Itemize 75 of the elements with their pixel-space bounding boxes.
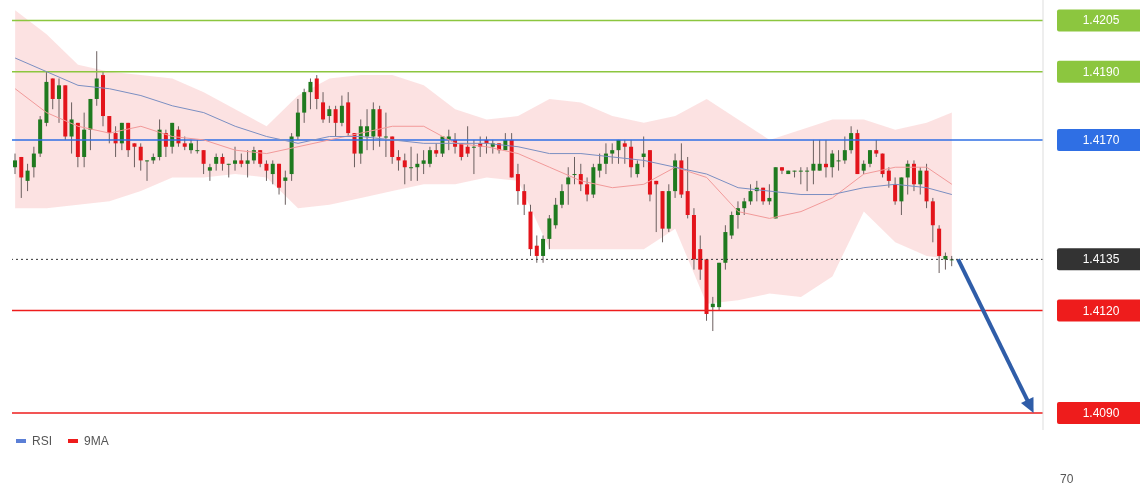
candlestick (559, 183, 564, 209)
candlestick (383, 112, 388, 158)
y-tick-label: 1.4190 (1082, 64, 1120, 79)
candlestick (566, 166, 571, 206)
candlestick (50, 77, 55, 110)
candlestick (547, 214, 552, 250)
candlestick (427, 146, 432, 168)
candlestick (610, 142, 615, 165)
candlestick (836, 149, 841, 172)
candlestick (515, 163, 520, 206)
candlestick (798, 166, 803, 185)
candlestick (522, 183, 527, 216)
candlestick (69, 101, 74, 155)
candlestick (629, 139, 634, 178)
y-tick-label: 1.4120 (1082, 303, 1120, 318)
candlestick (302, 88, 307, 124)
candlestick (314, 74, 319, 110)
candlestick (553, 197, 558, 230)
candlestick (264, 159, 269, 182)
candlestick (622, 139, 627, 165)
candlestick (805, 166, 810, 192)
candlestick (918, 166, 923, 196)
candlestick (321, 91, 326, 124)
candlestick (19, 156, 24, 199)
candlestick (94, 50, 99, 107)
candlestick (333, 105, 338, 138)
legend-label: 9MA (83, 434, 109, 448)
y-tick-label: 1.4135 (1082, 252, 1120, 267)
candlestick (534, 234, 539, 264)
candlestick (402, 153, 407, 185)
candlestick (138, 142, 143, 172)
candlestick (233, 146, 238, 172)
candlestick (830, 149, 835, 178)
candlestick (685, 156, 690, 219)
candlestick (729, 211, 734, 240)
candlestick (132, 142, 137, 168)
legend-label: RSI (31, 434, 53, 448)
candlestick (597, 153, 602, 178)
y-tick-label: 1.4090 (1082, 405, 1120, 420)
line-series (14, 88, 953, 219)
text: 70 (1060, 472, 1074, 486)
candlestick (295, 98, 300, 141)
candlestick (842, 136, 847, 165)
candlestick (421, 149, 426, 175)
candlestick (899, 176, 904, 216)
candlestick (748, 183, 753, 206)
candlestick (270, 159, 275, 185)
candlestick (245, 149, 250, 178)
candlestick (13, 153, 17, 175)
candlestick (465, 125, 470, 158)
y-tick-label: 1.4205 (1082, 13, 1120, 28)
candlestick (698, 234, 703, 281)
candlestick (25, 163, 30, 192)
candlestick (145, 159, 150, 182)
candlestick (471, 139, 476, 175)
candlestick (572, 156, 577, 185)
candlestick (283, 170, 288, 206)
candlestick (207, 163, 212, 182)
candlestick (817, 139, 822, 172)
candlestick (811, 139, 816, 185)
candlestick (893, 176, 898, 206)
candlestick (31, 146, 36, 178)
candlestick (911, 159, 916, 192)
candlestick (57, 77, 62, 124)
y-tick-label: 1.4170 (1082, 132, 1120, 147)
candlestick (409, 146, 414, 182)
candlestick (585, 176, 590, 202)
candlestick (277, 163, 282, 196)
candlestick (107, 115, 112, 144)
candlestick (308, 77, 313, 110)
candlestick (886, 166, 891, 189)
candlestick (339, 95, 344, 127)
candlestick (930, 197, 935, 243)
candlestick (201, 149, 206, 175)
candlestick (541, 234, 546, 264)
